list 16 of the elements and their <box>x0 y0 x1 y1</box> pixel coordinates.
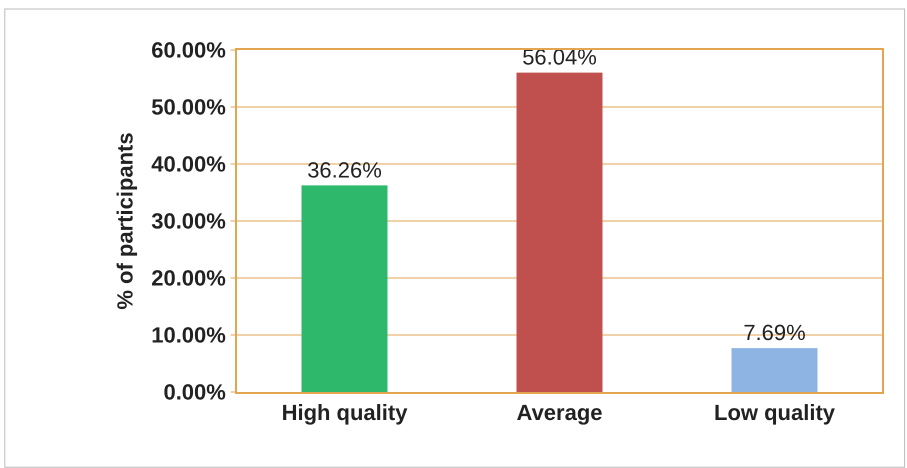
y-axis-title: % of participants <box>112 132 138 310</box>
x-tick-label: Low quality <box>714 400 836 426</box>
y-tick-label: 40.00% <box>151 152 226 177</box>
x-tick-label: Average <box>516 400 603 426</box>
y-tick-label: 20.00% <box>151 266 226 291</box>
y-tick-label: 50.00% <box>151 94 226 120</box>
data-label: 36.26% <box>307 157 382 182</box>
bar <box>302 185 388 392</box>
x-tick-label: High quality <box>282 400 408 426</box>
bar <box>516 72 602 392</box>
bar <box>732 348 818 392</box>
data-label: 56.04% <box>522 44 597 70</box>
y-tick-label: 0.00% <box>163 380 226 405</box>
y-tick-label: 10.00% <box>151 322 226 348</box>
y-tick-label: 60.00% <box>151 38 226 63</box>
y-tick-label: 30.00% <box>151 208 226 234</box>
